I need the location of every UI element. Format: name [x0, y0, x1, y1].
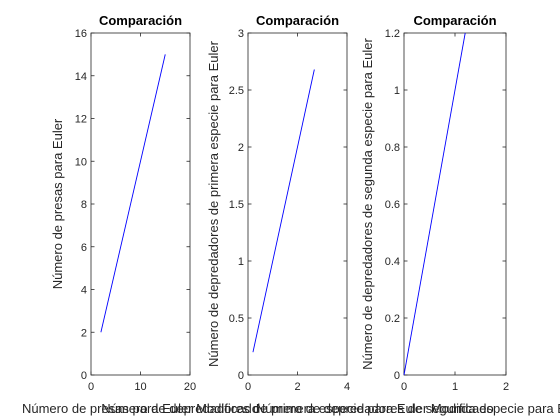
series-line [252, 69, 315, 353]
y-tick-label: 0.5 [229, 313, 244, 325]
y-tick-label: 0.8 [385, 142, 400, 154]
x-tick-label: 10 [134, 381, 146, 393]
x-ticks: 0 10 20 [88, 33, 196, 393]
y-tick-label: 6 [81, 242, 87, 254]
y-tick-label: 1.5 [229, 199, 244, 211]
subplot-presas: Comparación Número de presas para Euler … [22, 13, 259, 416]
y-tick-label: 4 [81, 285, 87, 297]
y-axis-label: Número de depredadores de primera especi… [206, 40, 221, 367]
subplot-depredadores-segunda: Comparación Número de depredadores de se… [256, 13, 560, 416]
x-axis-label: Número de depredadores de primera especi… [101, 401, 493, 416]
y-tick-label: 2.5 [229, 85, 244, 97]
y-tick-label: 8 [81, 199, 87, 211]
y-tick-label: 14 [75, 71, 87, 83]
x-tick-label: 0 [401, 381, 407, 393]
x-tick-label: 0 [245, 381, 251, 393]
x-tick-label: 4 [344, 381, 350, 393]
x-tick-label: 20 [184, 381, 196, 393]
x-tick-label: 2 [294, 381, 300, 393]
series-line [403, 32, 466, 376]
y-tick-label: 0.4 [385, 256, 400, 268]
y-tick-label: 1.2 [385, 28, 400, 40]
plot-title: Comparación [99, 13, 182, 28]
y-tick-label: 0 [394, 370, 400, 382]
y-tick-label: 0.6 [385, 199, 400, 211]
y-tick-label: 2 [238, 142, 244, 154]
x-tick-label: 2 [503, 381, 509, 393]
y-tick-label: 3 [238, 28, 244, 40]
subplot-depredadores-primera: Comparación Número de depredadores de pr… [101, 13, 493, 416]
plot-title: Comparación [413, 13, 496, 28]
y-tick-label: 12 [75, 114, 87, 126]
y-axis-label: Número de presas para Euler [50, 118, 65, 289]
x-ticks: 0 2 4 [245, 33, 350, 393]
series [100, 54, 166, 333]
y-tick-label: 1 [238, 256, 244, 268]
y-tick-label: 10 [75, 156, 87, 168]
axes-box [403, 32, 507, 376]
axes-box [247, 32, 348, 376]
y-ticks: 0 2 4 6 8 10 12 14 16 [75, 28, 190, 382]
series [403, 32, 466, 376]
y-tick-label: 1 [394, 85, 400, 97]
series-line [100, 54, 166, 333]
plot-title: Comparación [256, 13, 339, 28]
x-axis-label: Número de presas para Euler Modificado [22, 401, 259, 416]
y-tick-label: 16 [75, 28, 87, 40]
y-tick-label: 2 [81, 327, 87, 339]
y-axis-label: Número de depredadores de segunda especi… [360, 37, 375, 369]
series [252, 69, 315, 353]
y-tick-label: 0 [238, 370, 244, 382]
y-tick-label: 0.2 [385, 313, 400, 325]
y-tick-label: 0 [81, 370, 87, 382]
x-tick-label: 0 [88, 381, 94, 393]
x-tick-label: 1 [452, 381, 458, 393]
x-axis-label: Número de depredadores de segunda especi… [256, 401, 560, 416]
y-ticks: 0 0.2 0.4 0.6 0.8 1 1.2 [385, 28, 506, 382]
x-ticks: 0 1 2 [401, 33, 509, 393]
y-ticks: 0 0.5 1 1.5 2 2.5 3 [229, 28, 347, 382]
axes-box [90, 32, 191, 376]
